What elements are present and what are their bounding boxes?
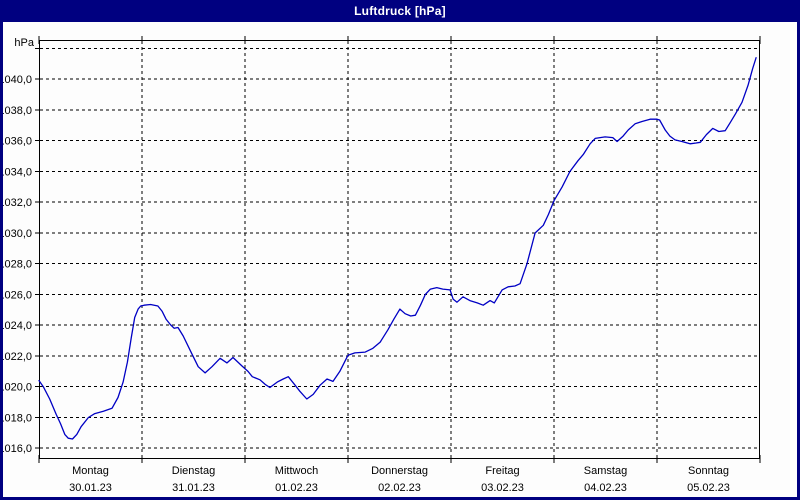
y-tick-label: 1034,0 [0, 166, 32, 178]
y-tick-label: 1040,0 [0, 74, 32, 86]
y-tick-label: 1024,0 [0, 320, 32, 332]
x-date-label: 03.02.23 [481, 482, 524, 494]
plot-border [39, 40, 760, 459]
y-tick-label: 1020,0 [0, 382, 32, 394]
window-title: Luftdruck [hPa] [354, 4, 446, 18]
x-date-label: 05.02.23 [687, 482, 730, 494]
x-day-label: Samstag [584, 465, 627, 477]
y-tick-label: 1032,0 [0, 197, 32, 209]
x-day-label: Montag [72, 465, 109, 477]
x-date-label: 31.01.23 [172, 482, 215, 494]
x-day-label: Mittwoch [275, 465, 318, 477]
y-tick-label: 1016,0 [0, 443, 32, 455]
x-date-label: 04.02.23 [584, 482, 627, 494]
x-day-label: Freitag [485, 465, 519, 477]
y-tick-label: 1026,0 [0, 289, 32, 301]
x-date-label: 30.01.23 [69, 482, 112, 494]
y-tick-label: 1018,0 [0, 412, 32, 424]
x-day-label: Donnerstag [371, 465, 428, 477]
x-date-label: 01.02.23 [275, 482, 318, 494]
y-tick-label: 1036,0 [0, 136, 32, 148]
x-day-label: Sonntag [688, 465, 729, 477]
y-axis-unit-label: hPa [14, 37, 34, 49]
pressure-line [38, 57, 757, 440]
x-date-label: 02.02.23 [378, 482, 421, 494]
y-tick-label: 1028,0 [0, 259, 32, 271]
y-tick-label: 1022,0 [0, 351, 32, 363]
y-tick-label: 1038,0 [0, 105, 32, 117]
x-day-label: Dienstag [172, 465, 215, 477]
y-tick-label: 1030,0 [0, 228, 32, 240]
window-titlebar: Luftdruck [hPa] [3, 3, 797, 22]
